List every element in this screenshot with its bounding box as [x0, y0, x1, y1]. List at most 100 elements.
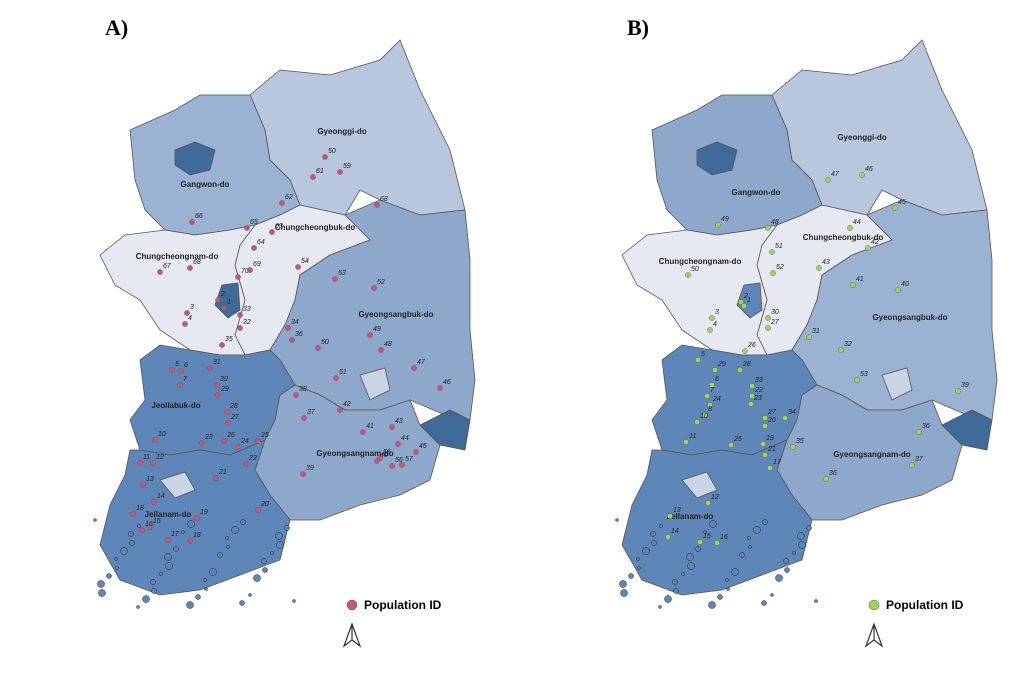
region-name: Chungcheongbuk-do	[803, 233, 884, 242]
island	[262, 567, 268, 573]
population-point	[147, 524, 153, 530]
population-point	[214, 382, 220, 388]
population-id: 39	[961, 382, 969, 389]
population-point	[749, 383, 755, 389]
population-id: 3	[190, 304, 194, 311]
population-id: 48	[771, 219, 779, 226]
population-id: 66	[195, 213, 203, 220]
population-point	[955, 388, 961, 394]
island	[120, 547, 128, 555]
population-id: 2	[743, 293, 748, 300]
population-id: 70	[241, 268, 249, 275]
region-name: Chungcheongbuk-do	[275, 223, 356, 232]
population-id: 59	[343, 163, 351, 170]
city-area	[881, 367, 913, 401]
island	[98, 589, 106, 597]
population-point	[235, 274, 241, 280]
city-area	[159, 471, 196, 499]
north-arrow	[864, 622, 884, 648]
population-id: 51	[339, 369, 347, 376]
island	[270, 551, 274, 555]
population-id: 5	[175, 361, 179, 368]
island	[253, 574, 261, 582]
population-id: 6	[184, 362, 188, 369]
island	[136, 605, 140, 609]
population-point	[399, 462, 405, 468]
population-point	[697, 539, 703, 545]
island	[115, 566, 119, 570]
island	[620, 589, 628, 597]
population-point	[395, 441, 401, 447]
population-point	[707, 327, 713, 333]
island	[636, 557, 640, 561]
population-point	[184, 310, 190, 316]
population-id: 20	[260, 501, 269, 508]
population-point	[825, 177, 831, 183]
population-id: 14	[157, 493, 165, 500]
population-point	[847, 225, 853, 231]
population-id: 51	[775, 243, 783, 250]
population-id: 46	[443, 379, 451, 386]
island	[806, 525, 812, 531]
population-id: 7	[183, 376, 188, 383]
population-point	[177, 382, 183, 388]
population-point	[850, 282, 856, 288]
population-id: 4	[188, 315, 192, 322]
population-id: 20	[767, 417, 776, 424]
population-point	[865, 245, 871, 251]
population-point	[377, 455, 383, 461]
population-id: 41	[366, 423, 374, 430]
population-point	[332, 276, 338, 282]
region-name: Gangwon-do	[181, 180, 230, 189]
population-id: 22	[248, 455, 257, 462]
population-id: 10	[700, 413, 708, 420]
island	[239, 600, 245, 606]
population-point	[221, 438, 227, 444]
population-point	[749, 393, 755, 399]
island	[276, 541, 284, 549]
population-point	[187, 265, 193, 271]
population-id: 57	[405, 456, 414, 463]
population-id: 42	[343, 401, 351, 408]
population-id: 41	[856, 276, 864, 283]
population-point	[909, 462, 915, 468]
legend-label: Population ID	[886, 598, 964, 612]
population-point	[892, 205, 898, 211]
island	[673, 588, 679, 594]
population-id: 29	[220, 386, 229, 393]
population-point	[255, 507, 261, 513]
legend-marker	[868, 599, 880, 611]
island	[725, 578, 729, 582]
population-point	[137, 460, 143, 466]
population-point	[337, 407, 343, 413]
population-id: 53	[860, 371, 868, 378]
population-id: 5	[701, 351, 705, 358]
island	[762, 519, 768, 525]
population-point	[235, 444, 241, 450]
city-area	[696, 141, 738, 176]
population-id: 38	[299, 386, 307, 393]
population-point	[762, 423, 768, 429]
city-area	[359, 367, 391, 401]
population-point	[685, 272, 691, 278]
population-point	[169, 367, 175, 373]
region-name: Jellanam-do	[145, 510, 192, 519]
population-id: 21	[218, 469, 227, 476]
population-id: 48	[384, 341, 392, 348]
population-point	[337, 169, 343, 175]
island	[165, 562, 173, 570]
island	[775, 574, 783, 582]
island	[798, 541, 806, 549]
island	[114, 557, 118, 561]
population-id: 11	[689, 433, 696, 440]
island	[159, 572, 163, 576]
population-id: 54	[301, 258, 309, 265]
population-id: 14	[671, 528, 679, 535]
region-name: Gyeonggi-do	[837, 133, 886, 142]
population-point	[165, 537, 171, 543]
population-id: 35	[225, 336, 233, 343]
population-id: 34	[291, 319, 299, 326]
island	[164, 553, 172, 561]
island	[650, 531, 656, 537]
city-area	[681, 471, 718, 499]
